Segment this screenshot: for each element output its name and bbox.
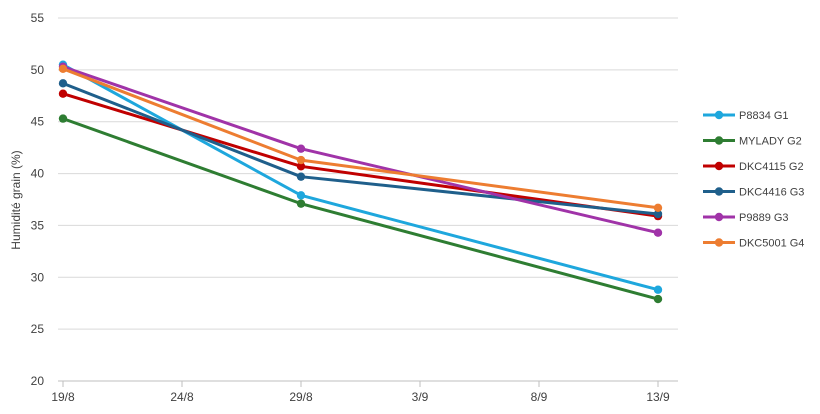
y-tick-label: 45 (31, 115, 45, 129)
y-tick-label: 40 (31, 167, 45, 181)
data-point (653, 285, 663, 294)
legend-item: MYLADY G2 (703, 136, 802, 148)
series-dkc4115-g2 (58, 89, 663, 221)
legend-label: DKC4416 G3 (739, 187, 804, 199)
series-line (61, 67, 660, 210)
x-axis-ticks: 19/8 24/8 29/8 3/9 8/9 13/9 (51, 381, 670, 404)
data-point (653, 203, 663, 212)
legend-item: P9889 G3 (703, 212, 789, 224)
series-mylady-g2 (58, 114, 663, 304)
y-tick-label: 50 (31, 63, 45, 77)
legend-label: DKC4115 G2 (739, 161, 804, 173)
x-tick-label: 19/8 (51, 390, 75, 404)
data-point (653, 294, 663, 304)
x-tick-label: 13/9 (646, 390, 670, 404)
legend-label: DKC5001 G4 (739, 238, 804, 250)
data-point (58, 114, 68, 123)
legend-item: DKC5001 G4 (703, 238, 804, 250)
data-point (58, 64, 68, 74)
data-point (296, 172, 306, 181)
data-point (653, 228, 663, 237)
series-dkc4416-g3 (58, 79, 663, 219)
series-dkc5001-g4 (58, 64, 663, 212)
y-tick-label: 55 (31, 11, 45, 25)
series-line (61, 117, 660, 301)
legend-marker (714, 238, 724, 247)
data-point (296, 191, 306, 200)
data-point (58, 89, 68, 98)
x-tick-label: 3/9 (412, 390, 429, 404)
x-tick-label: 24/8 (170, 390, 194, 404)
legend-item: DKC4416 G3 (703, 187, 804, 199)
data-point (296, 199, 306, 208)
legend-marker (714, 212, 724, 222)
legend: P8834 G1 MYLADY G2 DKC4115 G2 DKC4416 G3 P98… (703, 110, 804, 250)
data-point (653, 209, 663, 219)
y-tick-label: 25 (31, 322, 45, 336)
y-tick-label: 20 (31, 374, 45, 388)
legend-marker (714, 136, 724, 145)
x-tick-label: 29/8 (289, 390, 313, 404)
data-point (296, 162, 306, 171)
legend-marker (714, 187, 724, 196)
legend-marker (714, 110, 724, 120)
series-lines (58, 60, 663, 304)
legend-label: P9889 G3 (739, 212, 789, 224)
x-tick-label: 8/9 (531, 390, 548, 404)
y-axis-title: Humidité grain (%) (9, 150, 23, 249)
legend-item: P8834 G1 (703, 110, 789, 122)
data-point (296, 144, 306, 153)
legend-item: DKC4115 G2 (703, 161, 804, 173)
legend-label: MYLADY G2 (739, 136, 802, 148)
data-point (58, 79, 68, 88)
y-tick-label: 35 (31, 218, 45, 232)
y-axis-ticks: 20 25 30 35 40 45 50 55 (31, 11, 45, 388)
data-point (296, 155, 306, 165)
y-tick-label: 30 (31, 270, 45, 284)
legend-marker (714, 161, 724, 171)
legend-label: P8834 G1 (739, 110, 789, 122)
